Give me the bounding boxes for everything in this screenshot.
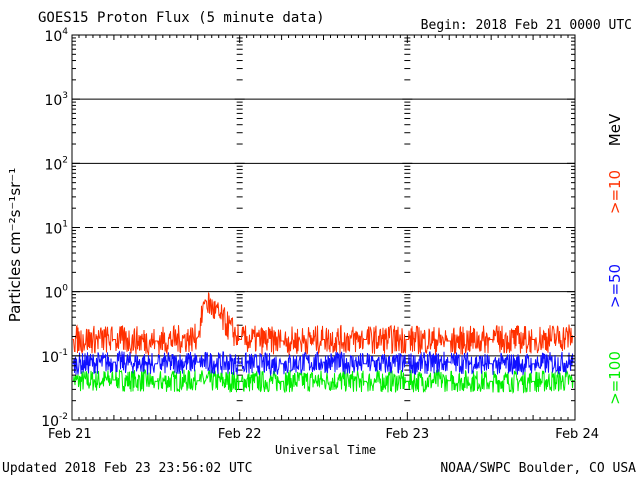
y-tick-label: 104 — [44, 27, 68, 45]
y-tick-label: 102 — [44, 155, 68, 173]
series-line-1 — [72, 350, 576, 377]
x-tick-label: Feb 21 — [48, 427, 92, 442]
series-group — [72, 292, 576, 394]
grid — [72, 37, 575, 421]
x-tick-label: Feb 22 — [218, 427, 262, 442]
x-tick-label: Feb 23 — [385, 427, 429, 442]
y-tick-label: 103 — [44, 91, 68, 109]
axes: 10-2 10-1 100 101 102 103 104 Feb 21 Feb 22 Feb 2… — [41, 27, 599, 442]
legend-ge50: >=50 — [606, 264, 624, 308]
chart-title: GOES15 Proton Flux (5 minute data) — [38, 10, 325, 26]
x-axis-label: Universal Time — [275, 443, 377, 457]
y-tick-label: 10-2 — [41, 412, 68, 430]
begin-time: Begin: 2018 Feb 21 0000 UTC — [420, 18, 632, 33]
series-line-2 — [72, 368, 576, 394]
legend-units: MeV — [606, 113, 624, 146]
credit-text: NOAA/SWPC Boulder, CO USA — [440, 461, 636, 476]
y-tick-label: 10-1 — [41, 348, 68, 366]
legend-ge100: >=100 — [606, 351, 624, 405]
legend-ge10: >=10 — [606, 170, 624, 214]
updated-timestamp: Updated 2018 Feb 23 23:56:02 UTC — [2, 461, 253, 476]
series-line-0 — [72, 292, 576, 356]
legend: MeV >=10 >=50 >=100 — [606, 113, 624, 405]
y-tick-label: 100 — [44, 284, 68, 302]
x-tick-label: Feb 24 — [555, 427, 599, 442]
y-axis-label: Particles cm⁻²s⁻¹sr⁻¹ — [6, 168, 24, 322]
y-tick-label: 101 — [44, 220, 68, 238]
